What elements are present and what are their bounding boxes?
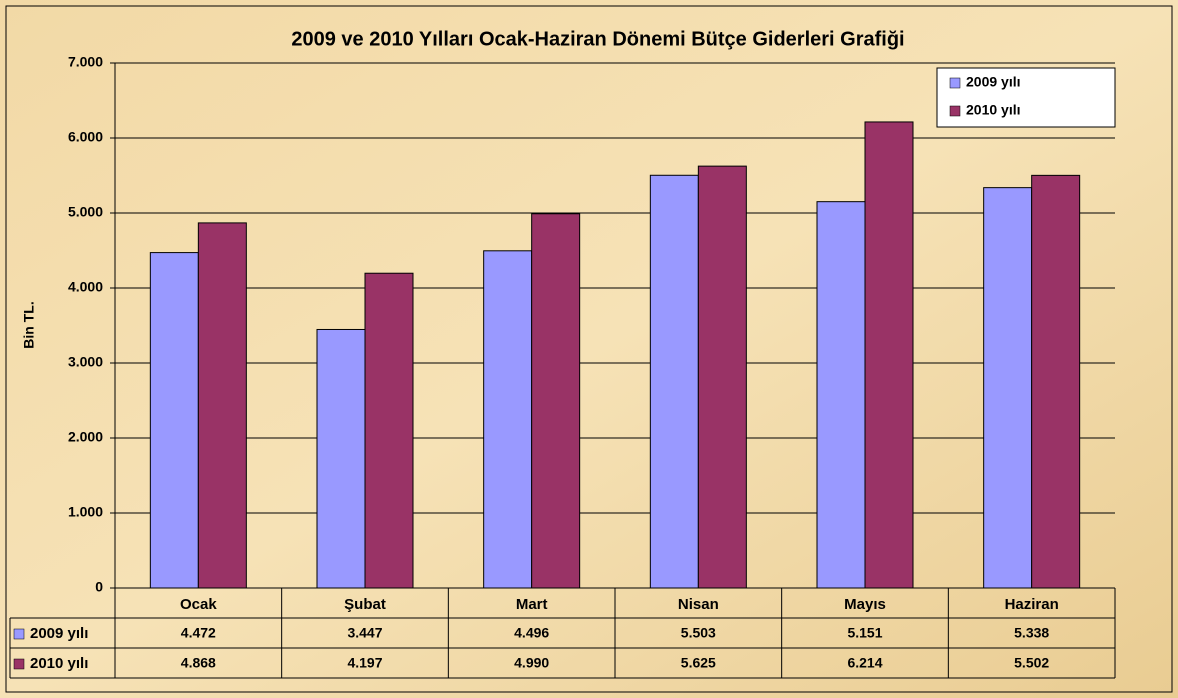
chart-border (5, 5, 1173, 693)
legend-label: 2010 yılı (966, 102, 1021, 118)
table-value: 4.496 (514, 625, 549, 641)
bar (316, 328, 366, 589)
table-value: 5.338 (1014, 625, 1049, 641)
y-axis-label: Bin TL. (21, 301, 37, 348)
bar (864, 121, 914, 589)
y-tick-label: 0 (95, 579, 103, 595)
chart-title: 2009 ve 2010 Yılları Ocak-Haziran Dönemi… (291, 28, 904, 50)
y-tick-label: 5.000 (68, 204, 103, 220)
legend-box (936, 67, 1116, 128)
table-value: 4.990 (514, 655, 549, 671)
x-tick-label: Ocak (180, 596, 217, 613)
table-value: 4.197 (347, 655, 382, 671)
table-value: 4.868 (181, 655, 216, 671)
table-value: 5.503 (681, 625, 716, 641)
table-value: 5.151 (847, 625, 882, 641)
bar (149, 252, 199, 589)
table-legend-key (13, 628, 25, 640)
table-value: 5.502 (1014, 655, 1049, 671)
legend-key (949, 77, 961, 89)
table-value: 6.214 (847, 655, 882, 671)
table-series-name: 2010 yılı (30, 655, 88, 672)
bar (649, 174, 699, 589)
legend-key (949, 105, 961, 117)
bar (816, 201, 866, 589)
y-tick-label: 7.000 (68, 54, 103, 70)
bar (531, 213, 581, 589)
table-legend-key (13, 658, 25, 670)
bar (1031, 174, 1081, 589)
x-tick-label: Haziran (1005, 596, 1059, 613)
table-value: 3.447 (347, 625, 382, 641)
bar (364, 272, 414, 589)
y-tick-label: 6.000 (68, 129, 103, 145)
y-tick-label: 1.000 (68, 504, 103, 520)
x-tick-label: Mayıs (844, 596, 886, 613)
table-series-name: 2009 yılı (30, 625, 88, 642)
bar (483, 250, 533, 589)
table-value: 5.625 (681, 655, 716, 671)
x-tick-label: Mart (516, 596, 548, 613)
legend-label: 2009 yılı (966, 74, 1021, 90)
y-tick-label: 4.000 (68, 279, 103, 295)
y-tick-label: 3.000 (68, 354, 103, 370)
y-tick-label: 2.000 (68, 429, 103, 445)
bar (697, 165, 747, 589)
bar (197, 222, 247, 589)
x-tick-label: Nisan (678, 596, 719, 613)
x-tick-label: Şubat (344, 596, 386, 613)
table-value: 4.472 (181, 625, 216, 641)
bar (983, 187, 1033, 589)
